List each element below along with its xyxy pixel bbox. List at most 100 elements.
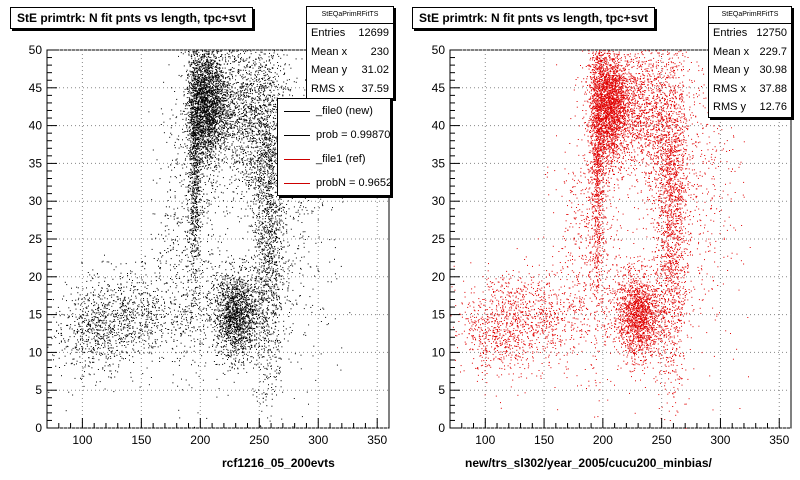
scatter-point — [232, 206, 234, 208]
scatter-point — [213, 339, 215, 340]
scatter-point — [246, 339, 248, 341]
scatter-point — [209, 75, 211, 77]
scatter-point — [222, 83, 224, 85]
scatter-point — [197, 127, 199, 129]
scatter-point — [201, 106, 203, 108]
scatter-point — [227, 87, 229, 88]
scatter-point — [192, 88, 194, 89]
scatter-point — [197, 73, 199, 75]
scatter-point — [198, 194, 200, 196]
scatter-point — [217, 103, 219, 105]
scatter-point — [206, 155, 208, 157]
scatter-point — [212, 91, 214, 93]
scatter-point — [198, 92, 200, 94]
scatter-point — [202, 137, 204, 139]
scatter-point — [192, 74, 194, 76]
scatter-point — [198, 183, 200, 185]
scatter-point — [196, 154, 198, 156]
scatter-point — [212, 95, 214, 97]
scatter-point — [218, 343, 219, 344]
scatter-point — [225, 61, 227, 63]
scatter-point — [189, 93, 191, 95]
scatter-point — [205, 165, 207, 167]
scatter-point — [226, 77, 228, 79]
scatter-point — [188, 100, 190, 102]
scatter-point — [206, 51, 208, 53]
scatter-point — [193, 86, 195, 88]
scatter-point — [244, 317, 246, 319]
scatter-point — [212, 154, 214, 156]
scatter-point — [252, 89, 253, 91]
scatter-point — [237, 353, 239, 355]
scatter-point — [206, 59, 208, 61]
scatter-point — [202, 92, 204, 94]
scatter-point — [196, 125, 198, 127]
scatter-point — [211, 130, 213, 132]
scatter-point — [197, 96, 199, 98]
scatter-point — [208, 107, 210, 109]
scatter-point — [204, 96, 206, 98]
scatter-point — [202, 68, 204, 69]
scatter-point — [252, 310, 254, 312]
scatter-point — [214, 66, 216, 68]
scatter-point — [227, 134, 229, 136]
scatter-point — [225, 96, 227, 98]
scatter-point — [229, 342, 231, 344]
scatter-point — [191, 182, 193, 184]
scatter-point — [204, 97, 206, 99]
scatter-point — [233, 126, 235, 128]
scatter-point — [196, 51, 198, 53]
scatter-point — [194, 125, 196, 126]
scatter-point — [189, 172, 191, 174]
scatter-point — [232, 293, 234, 295]
scatter-point — [200, 221, 202, 223]
scatter-point — [206, 106, 208, 108]
scatter-point — [243, 92, 245, 94]
scatter-point — [234, 342, 236, 344]
scatter-point — [227, 109, 229, 111]
scatter-point — [241, 336, 242, 338]
scatter-point — [210, 105, 212, 107]
scatter-point — [215, 104, 217, 106]
scatter-point — [258, 310, 260, 312]
scatter-point — [237, 307, 238, 309]
scatter-point — [219, 64, 221, 66]
scatter-point — [194, 246, 196, 248]
scatter-point — [234, 326, 235, 328]
scatter-point — [238, 310, 240, 312]
scatter-point — [213, 94, 215, 96]
scatter-point — [219, 305, 221, 307]
scatter-point — [237, 291, 239, 293]
scatter-point — [230, 123, 232, 125]
scatter-point — [192, 102, 194, 104]
scatter-point — [228, 76, 230, 77]
scatter-point — [219, 110, 221, 112]
scatter-point — [245, 101, 247, 103]
scatter-point — [236, 50, 238, 52]
scatter-point — [219, 125, 221, 127]
scatter-point — [197, 329, 198, 331]
scatter-point — [209, 77, 211, 79]
scatter-point — [208, 111, 210, 113]
scatter-point — [250, 324, 252, 326]
scatter-point — [213, 56, 215, 58]
scatter-point — [225, 117, 227, 119]
scatter-point — [250, 91, 251, 92]
scatter-point — [202, 73, 204, 75]
scatter-point — [247, 106, 249, 108]
scatter-point — [202, 76, 204, 78]
scatter-point — [201, 110, 203, 112]
scatter-point — [240, 146, 242, 148]
scatter-point — [195, 184, 197, 186]
scatter-point — [218, 310, 220, 312]
scatter-point — [205, 155, 207, 157]
scatter-point — [210, 151, 212, 153]
scatter-point — [189, 158, 191, 160]
scatter-point — [186, 195, 187, 196]
scatter-point — [219, 60, 221, 62]
scatter-point — [207, 61, 209, 62]
scatter-point — [236, 281, 238, 283]
scatter-point — [195, 129, 197, 131]
scatter-point — [193, 140, 195, 142]
scatter-point — [249, 340, 251, 342]
